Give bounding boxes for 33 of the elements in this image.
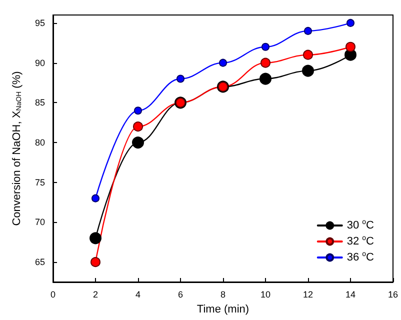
x-tick-label: 16 xyxy=(388,290,398,300)
point xyxy=(346,42,356,52)
x-tick-label: 12 xyxy=(302,290,314,300)
x-tick-label: 8 xyxy=(220,290,226,300)
x-tick-label: 14 xyxy=(345,290,356,300)
point xyxy=(90,232,102,244)
point xyxy=(133,122,143,132)
y-tick-label: 95 xyxy=(34,18,45,28)
point xyxy=(346,18,354,27)
point xyxy=(134,106,142,115)
point xyxy=(304,26,312,35)
point xyxy=(303,50,313,60)
point xyxy=(302,64,314,77)
y-tick-label: 65 xyxy=(34,257,45,268)
point xyxy=(92,194,100,202)
y-tick-label: 75 xyxy=(34,177,45,188)
x-axis-title: Time (min) xyxy=(196,304,250,316)
point xyxy=(219,58,227,67)
point xyxy=(132,136,144,149)
x-tick-label: 4 xyxy=(135,290,141,300)
x-tick-label: 0 xyxy=(50,290,56,300)
point xyxy=(262,42,270,51)
x-tick-label: 2 xyxy=(92,290,98,300)
x-tick-label: 10 xyxy=(260,290,271,300)
y-tick-label: 80 xyxy=(34,138,45,148)
y-tick-label: 85 xyxy=(34,98,45,108)
x-tick-label: 6 xyxy=(178,290,184,300)
point xyxy=(176,74,184,83)
y-tick-label: 70 xyxy=(34,217,45,228)
point xyxy=(260,58,270,68)
point xyxy=(260,72,272,85)
point xyxy=(90,257,100,268)
y-tick-label: 90 xyxy=(34,58,45,68)
